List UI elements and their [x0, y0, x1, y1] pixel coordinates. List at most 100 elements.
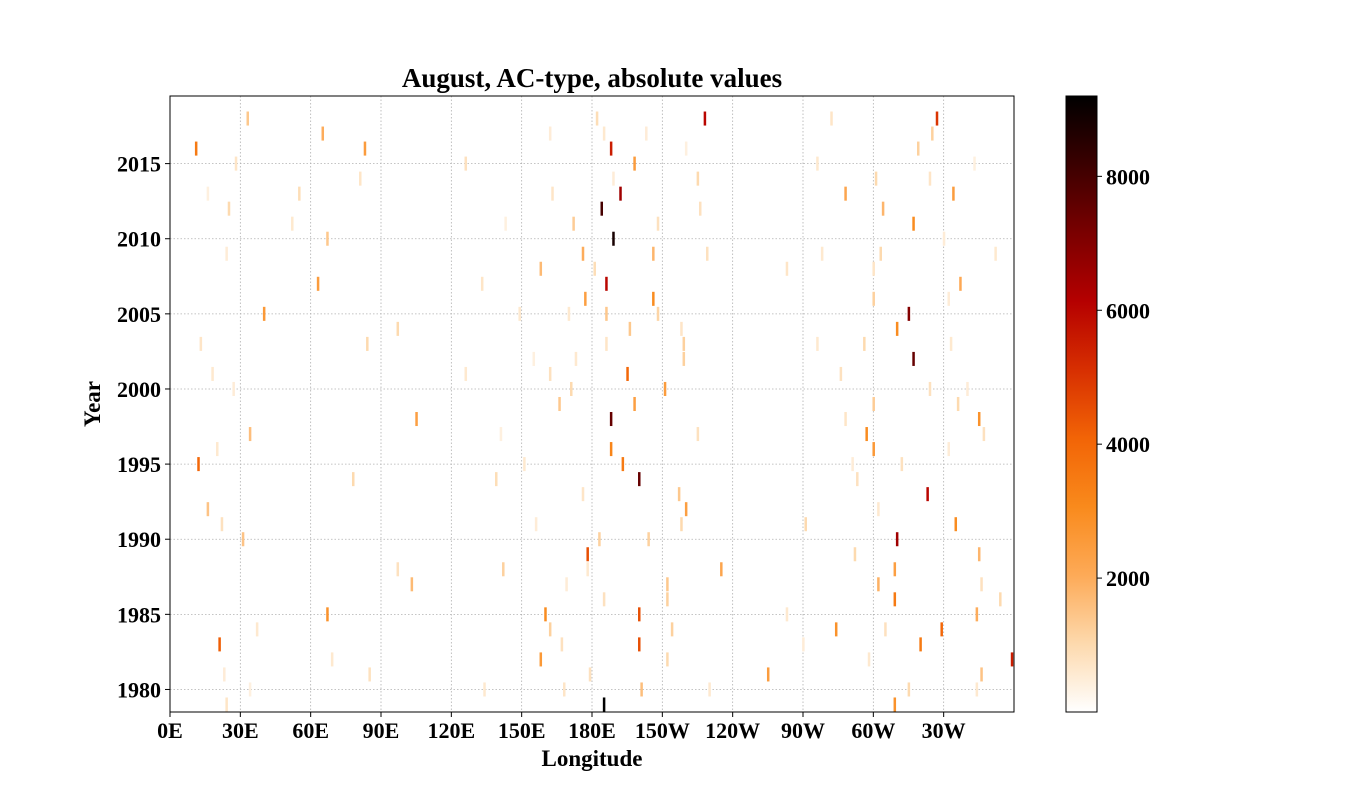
heatmap-cell — [211, 366, 214, 381]
x-tick-label: 150E — [498, 718, 546, 743]
heatmap-cell — [396, 562, 400, 577]
heatmap-cell — [586, 547, 589, 562]
heatmap-cell — [954, 517, 958, 532]
heatmap-cell — [839, 366, 843, 381]
heatmap-cell — [865, 427, 868, 442]
heatmap-cell — [518, 306, 521, 321]
colorbar — [1065, 95, 1098, 713]
heatmap-cell — [638, 472, 641, 487]
heatmap-cell — [206, 502, 210, 517]
heatmap-cell — [863, 336, 866, 351]
heatmap-cell — [980, 577, 983, 592]
heatmap-cell — [581, 246, 585, 261]
heatmap-cell — [396, 321, 400, 336]
y-tick-label: 2010 — [117, 227, 161, 252]
heatmap-cell — [816, 336, 819, 351]
heatmap-cell — [907, 682, 911, 697]
heatmap-cell — [548, 622, 552, 637]
heatmap-cell — [612, 171, 615, 186]
heatmap-cell — [262, 306, 266, 321]
heatmap-cell — [785, 607, 789, 622]
heatmap-cell — [853, 547, 857, 562]
heatmap-cell — [977, 412, 981, 427]
heatmap-cell — [605, 276, 608, 291]
heatmap-cell — [872, 261, 875, 276]
heatmap-cell — [351, 472, 355, 487]
heatmap-cell — [874, 171, 878, 186]
heatmap-cell — [464, 156, 468, 171]
heatmap-cell — [670, 622, 674, 637]
heatmap-cell — [605, 306, 608, 321]
heatmap-cell — [708, 682, 711, 697]
heatmap-cell — [656, 306, 660, 321]
heatmap-cell — [194, 141, 198, 156]
heatmap-cell — [696, 427, 700, 442]
heatmap-cell — [893, 697, 897, 712]
heatmap-cell — [893, 562, 897, 577]
heatmap-cell — [539, 261, 543, 276]
heatmap-cell — [206, 186, 210, 201]
heatmap-cell — [572, 216, 575, 231]
heatmap-cell — [410, 577, 414, 592]
x-tick-label: 0E — [157, 718, 183, 743]
heatmap-cell — [698, 201, 702, 216]
heatmap-cell — [234, 156, 238, 171]
heatmap-cell — [975, 682, 979, 697]
heatmap-cell — [562, 682, 566, 697]
heatmap-cell — [949, 336, 953, 351]
heatmap-cell — [926, 487, 929, 502]
heatmap-cell — [628, 321, 632, 336]
heatmap-cell — [232, 381, 235, 396]
heatmap-cell — [581, 487, 585, 502]
heatmap-cell — [947, 291, 950, 306]
heatmap-cell — [942, 231, 946, 246]
x-tick-label: 30E — [222, 718, 259, 743]
heatmap-cell — [321, 126, 325, 141]
heatmap-cell — [834, 622, 838, 637]
heatmap-cell — [248, 682, 252, 697]
heatmap-cell — [199, 336, 203, 351]
heatmap-cell — [652, 291, 655, 306]
heatmap-cell — [565, 577, 568, 592]
heatmap-cell — [532, 351, 536, 366]
colorbar-tick-label: 6000 — [1106, 298, 1150, 323]
x-tick-label: 60W — [851, 718, 895, 743]
heatmap-cell — [652, 246, 655, 261]
heatmap-cell — [316, 276, 320, 291]
heatmap-cell — [633, 396, 636, 412]
heatmap-cell — [298, 186, 301, 201]
heatmap-cell — [982, 427, 986, 442]
heatmap-cell — [867, 652, 871, 667]
heatmap-cell — [844, 412, 847, 427]
heatmap-cell — [598, 532, 601, 547]
y-tick-label: 2015 — [117, 152, 161, 177]
heatmap-cell — [595, 111, 599, 126]
heatmap-cell — [567, 306, 571, 321]
heatmap-cell — [216, 442, 219, 457]
heatmap-cell — [464, 366, 468, 381]
heatmap-cell — [605, 336, 608, 351]
y-tick-label: 1980 — [117, 677, 161, 702]
y-tick-label: 1995 — [117, 452, 161, 477]
heatmap-cell — [804, 517, 807, 532]
heatmap-cell — [241, 532, 245, 547]
heatmap-cell — [584, 291, 587, 306]
heatmap-cell — [884, 622, 887, 637]
heatmap-cell — [647, 532, 650, 547]
heatmap-cell — [363, 141, 367, 156]
heatmap-cell — [966, 381, 969, 396]
x-tick-label: 60E — [292, 718, 329, 743]
heatmap-cell — [619, 186, 622, 201]
heatmap-cell — [706, 246, 709, 261]
x-axis-label: Longitude — [542, 746, 643, 771]
heatmap-cell — [359, 171, 362, 186]
heatmap-cell — [663, 381, 667, 396]
heatmap-cell — [656, 216, 660, 231]
heatmap-cell — [684, 141, 688, 156]
colorbar-tick-label: 4000 — [1106, 432, 1150, 457]
heatmap-cell — [856, 472, 859, 487]
heatmap-cell — [879, 246, 882, 261]
heatmap-cell — [248, 427, 252, 442]
heatmap-cell — [415, 412, 418, 427]
heatmap-cell — [609, 141, 613, 156]
